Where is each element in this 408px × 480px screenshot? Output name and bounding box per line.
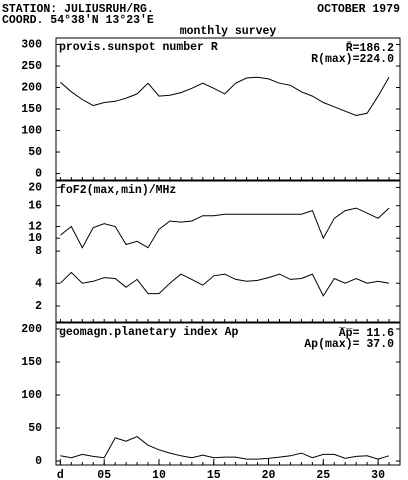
coord: COORD. 54°38'N 13°23'E xyxy=(2,14,154,27)
date: OCTOBER 1979 xyxy=(317,3,400,16)
y-tick-label: 0 xyxy=(35,168,42,181)
series-line xyxy=(60,76,390,117)
x-tick-label: 20 xyxy=(262,469,276,480)
panel-frame xyxy=(55,180,401,323)
panel-title: provis.sunspot number R xyxy=(59,41,218,54)
x-tick-label: d xyxy=(57,469,64,480)
y-tick-label: 200 xyxy=(21,82,42,95)
y-tick-label: 150 xyxy=(21,103,42,116)
y-tick-label: 20 xyxy=(28,181,42,194)
annotation: Ap(max)= 37.0 xyxy=(304,338,394,351)
y-tick-label: 100 xyxy=(21,389,42,402)
annotation: R̄=186.2 xyxy=(346,42,394,55)
y-tick-label: 16 xyxy=(28,200,42,213)
y-tick-label: 12 xyxy=(28,220,42,233)
panel-title: foF2(max,min)/MHz xyxy=(59,184,176,197)
y-tick-label: 300 xyxy=(21,38,42,51)
x-tick-label: 25 xyxy=(316,469,330,480)
y-tick-label: 10 xyxy=(28,232,42,245)
y-tick-label: 50 xyxy=(28,422,42,435)
station: STATION: JULIUSRUH/RG. xyxy=(2,3,154,16)
y-tick-label: 100 xyxy=(21,125,42,138)
series-line xyxy=(60,271,390,297)
y-tick-label: 0 xyxy=(35,455,42,468)
series-line xyxy=(60,207,390,249)
series-line xyxy=(60,436,390,460)
y-tick-label: 4 xyxy=(35,277,42,290)
panel-frame xyxy=(55,322,401,466)
y-tick-label: 2 xyxy=(35,300,42,313)
x-tick-label: 15 xyxy=(207,469,221,480)
y-tick-label: 200 xyxy=(21,323,42,336)
subtitle: monthly survey xyxy=(180,25,277,38)
x-tick-label: 05 xyxy=(97,469,111,480)
panel-title: geomagn.planetary index Ap xyxy=(59,326,239,339)
x-tick-label: 30 xyxy=(371,469,385,480)
y-tick-label: 250 xyxy=(21,60,42,73)
y-tick-label: 50 xyxy=(28,146,42,159)
y-tick-label: 8 xyxy=(35,245,42,258)
x-tick-label: 10 xyxy=(152,469,166,480)
annotation: R(max)=224.0 xyxy=(311,53,394,66)
annotation: A̅p̅= 11.6 xyxy=(338,327,394,340)
y-tick-label: 150 xyxy=(21,356,42,369)
